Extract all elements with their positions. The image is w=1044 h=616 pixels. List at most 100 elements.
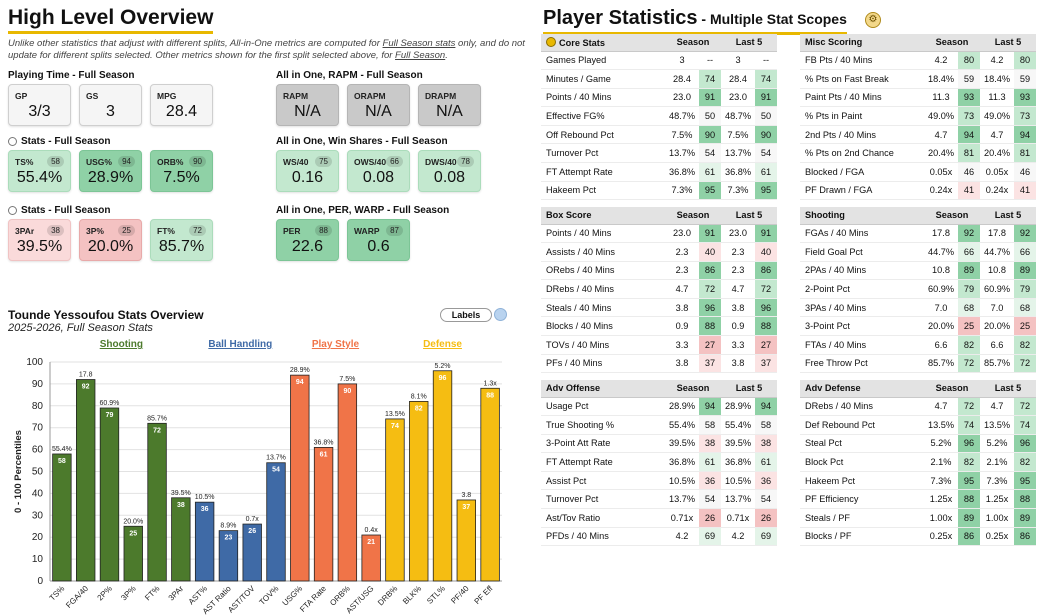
bar-percentile-label: 79	[106, 412, 114, 419]
gs-label: GS	[86, 91, 99, 101]
stat-name: FT Attempt Rate	[541, 452, 665, 472]
chart-title: Tounde Yessoufou Stats Overview	[8, 308, 204, 322]
table-row: Hakeem Pct 7.3% 95 7.3% 95	[800, 471, 1036, 491]
orb-value: 7.5%	[163, 169, 200, 186]
last5-percentile: 36	[755, 471, 777, 491]
last5-percentile: --	[755, 51, 777, 71]
adv-defense-table: Adv Defense Season Last 5 DRebs / 40 Mins 4.…	[800, 380, 1036, 547]
stats1-toggle-icon[interactable]	[8, 137, 17, 146]
last5-percentile: 41	[1014, 181, 1036, 201]
last5-value: 10.5%	[721, 471, 755, 491]
season-value: 7.0	[924, 298, 958, 318]
table-row: Steals / 40 Mins 3.8 96 3.8 96	[541, 298, 777, 318]
col-season-header[interactable]: Season	[665, 380, 721, 398]
col-last5-header[interactable]: Last 5	[721, 380, 777, 398]
season-value: 0.24x	[924, 181, 958, 201]
table-row: FGAs / 40 Mins 17.8 92 17.8 92	[800, 224, 1036, 244]
table-row: PFs / 40 Mins 3.8 37 3.8 37	[541, 354, 777, 374]
col-last5-header[interactable]: Last 5	[980, 380, 1036, 398]
stats2-toggle-icon[interactable]	[8, 206, 17, 215]
season-percentile: 26	[699, 508, 721, 528]
season-value: 20.0%	[924, 316, 958, 337]
labels-toggle-button[interactable]: Labels	[440, 308, 492, 322]
y-axis-label: 0 - 100 Percentiles	[13, 430, 24, 513]
season-percentile: 46	[958, 162, 980, 182]
rapm-label: RAPM	[283, 91, 309, 101]
bar-value-label: 8.9%	[220, 523, 236, 530]
last5-value: 0.71x	[721, 508, 755, 528]
scope-icon[interactable]: ⚙	[865, 12, 881, 28]
3p-label: 3P%	[86, 226, 104, 236]
last5-value: 13.7%	[721, 143, 755, 164]
last5-percentile: 54	[755, 143, 777, 164]
stat-name: Steal Pct	[800, 434, 924, 454]
last5-percentile: 93	[1014, 88, 1036, 108]
season-value: 4.7	[924, 397, 958, 417]
gp-card: GP 3/3	[8, 84, 71, 126]
y-tick-label: 0	[37, 576, 43, 587]
last5-percentile: 38	[755, 434, 777, 454]
last5-percentile: 69	[755, 527, 777, 547]
table-row: % Pts in Paint 49.0% 73 49.0% 73	[800, 106, 1036, 126]
bar	[480, 387, 500, 582]
season-percentile: 95	[958, 471, 980, 491]
last5-percentile: 27	[755, 335, 777, 355]
y-tick-label: 90	[32, 379, 44, 390]
x-tick-label: PF/40	[449, 584, 471, 606]
last5-percentile: 46	[1014, 162, 1036, 182]
season-value: 23.0	[665, 224, 699, 244]
season-value: 60.9%	[924, 279, 958, 299]
bar	[409, 401, 429, 582]
col-season-header[interactable]: Season	[924, 34, 980, 52]
per-label: PER	[283, 226, 301, 236]
table-row: FT Attempt Rate 36.8% 61 36.8% 61	[541, 162, 777, 182]
ft-pct-badge: 72	[189, 225, 206, 236]
chart-subtitle: 2025-2026, Full Season Stats	[8, 322, 153, 334]
gs-card: GS 3	[79, 84, 142, 126]
last5-percentile: 79	[1014, 279, 1036, 299]
mpg-label: MPG	[157, 91, 177, 101]
season-percentile: 54	[699, 143, 721, 164]
season-percentile: 38	[699, 434, 721, 454]
season-value: 4.2	[924, 51, 958, 71]
y-tick-label: 70	[32, 423, 44, 434]
bar-value-label: 13.5%	[385, 411, 405, 418]
season-percentile: 82	[958, 452, 980, 472]
table-row: FTAs / 40 Mins 6.6 82 6.6 82	[800, 335, 1036, 355]
stat-name: 2-Point Pct	[800, 279, 924, 299]
table-row: Def Rebound Pct 13.5% 74 13.5% 74	[800, 415, 1036, 435]
season-percentile: 50	[699, 106, 721, 126]
col-season-header[interactable]: Season	[924, 207, 980, 225]
bar-percentile-label: 82	[415, 405, 423, 412]
labels-toggle-switch[interactable]	[494, 308, 507, 321]
last5-percentile: 58	[755, 415, 777, 435]
usg-pct-badge: 94	[118, 156, 135, 167]
stat-name: Blocks / 40 Mins	[541, 316, 665, 337]
last5-percentile: 96	[755, 298, 777, 318]
warp-label: WARP	[354, 226, 380, 236]
season-value: 36.8%	[665, 162, 699, 182]
col-last5-header[interactable]: Last 5	[980, 207, 1036, 225]
col-last5-header[interactable]: Last 5	[721, 207, 777, 225]
table-row: 3-Point Att Rate 39.5% 38 39.5% 38	[541, 434, 777, 454]
stat-name: DRebs / 40 Mins	[800, 397, 924, 417]
y-tick-label: 60	[32, 445, 44, 456]
last5-percentile: 68	[1014, 298, 1036, 318]
col-season-header[interactable]: Season	[665, 34, 721, 52]
x-tick-label: 3P%	[119, 584, 137, 602]
last5-value: 85.7%	[980, 354, 1014, 374]
col-season-header[interactable]: Season	[665, 207, 721, 225]
col-last5-header[interactable]: Last 5	[980, 34, 1036, 52]
ws40-value: 0.16	[291, 169, 324, 186]
season-value: 1.25x	[924, 489, 958, 510]
bar-value-label: 3.8	[461, 492, 471, 499]
stats2-title: Stats - Full Season	[8, 205, 110, 216]
col-last5-header[interactable]: Last 5	[721, 34, 777, 52]
season-value: 13.7%	[665, 489, 699, 510]
col-season-header[interactable]: Season	[924, 380, 980, 398]
gp-value: 3/3	[28, 103, 51, 120]
stat-name: Effective FG%	[541, 106, 665, 126]
ows40-pct-badge: 66	[386, 156, 403, 167]
stat-name: Blocked / FGA	[800, 162, 924, 182]
season-value: 3.3	[665, 335, 699, 355]
